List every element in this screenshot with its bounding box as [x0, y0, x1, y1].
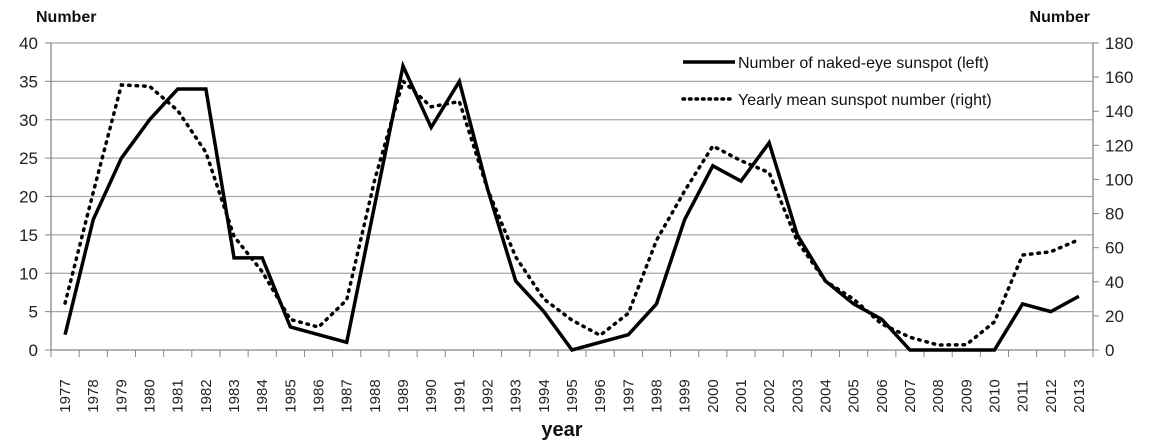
x-axis-title: year	[541, 419, 582, 441]
x-tick-label: 2007	[902, 379, 919, 412]
x-tick-label: 1983	[226, 379, 243, 412]
x-tick-label: 2005	[846, 379, 863, 412]
left-y-tick-label: 5	[29, 303, 38, 322]
x-tick-label: 2013	[1071, 379, 1088, 412]
x-tick-label: 1994	[536, 379, 553, 412]
left-y-tick-label: 0	[29, 341, 38, 360]
left-y-tick-label: 35	[19, 72, 38, 91]
yearly-mean-sunspot-line	[63, 78, 1081, 347]
x-tick-label: 1984	[254, 379, 271, 412]
x-tick-label: 2011	[1015, 380, 1032, 412]
x-tick-label: 1979	[113, 379, 130, 412]
x-tick-label: 2012	[1043, 379, 1060, 412]
left-y-tick-label: 20	[19, 188, 38, 207]
right-y-tick-label: 120	[1105, 136, 1133, 155]
right-y-tick-label: 20	[1105, 307, 1124, 326]
x-tick-label: 2002	[761, 379, 778, 412]
x-tick-label: 2003	[789, 379, 806, 412]
x-tick-label: 1995	[564, 379, 581, 412]
right-y-tick-labels: 0 20 40 60 80 100 120 140 160 180	[1105, 34, 1133, 360]
right-y-tick-label: 80	[1105, 205, 1124, 224]
legend: Number of naked-eye sunspot (left) Yearl…	[681, 55, 992, 109]
legend-label-yearly-mean: Yearly mean sunspot number (right)	[738, 92, 992, 109]
x-tick-label: 1985	[282, 379, 299, 412]
x-tick-label: 1999	[677, 379, 694, 412]
left-y-tick-label: 40	[19, 34, 38, 53]
x-tick-label: 1993	[508, 379, 525, 412]
left-y-tick-label: 30	[19, 111, 38, 130]
x-tick-label: 1998	[648, 379, 665, 412]
left-y-tick-label: 10	[19, 264, 38, 283]
legend-label-naked-eye: Number of naked-eye sunspot (left)	[738, 55, 989, 72]
right-y-tick-label: 140	[1105, 102, 1133, 121]
x-tick-label: 1988	[367, 379, 384, 412]
right-y-tick-label: 40	[1105, 273, 1124, 292]
left-y-tick-labels: 0 5 10 15 20 25 30 35 40	[19, 34, 38, 360]
x-tick-label: 1992	[480, 379, 497, 412]
x-tick-label: 2009	[958, 379, 975, 412]
gridlines	[51, 42, 1093, 313]
x-tick-label: 1986	[311, 379, 328, 412]
x-tick-label: 2010	[986, 379, 1003, 412]
x-tick-label: 2001	[733, 379, 750, 412]
x-tick-label: 1997	[620, 379, 637, 412]
x-tick-label: 1996	[592, 379, 609, 412]
left-y-tick-label: 15	[19, 226, 38, 245]
x-tick-label: 1989	[395, 379, 412, 412]
x-tick-label: 1990	[423, 379, 440, 412]
x-tick-label: 1987	[339, 379, 356, 412]
x-tick-labels: 1977 1978 1979 1980 1981 1982 1983 1984 1985 1986…	[57, 379, 1088, 412]
series-lines	[63, 60, 1081, 353]
x-tick-label: 2000	[705, 379, 722, 412]
x-tick-label: 2004	[817, 379, 834, 412]
x-tick-label: 1982	[198, 379, 215, 412]
right-axis-title: Number	[1030, 9, 1090, 26]
x-tick-label: 1978	[85, 379, 102, 412]
x-tick-label: 2006	[874, 379, 891, 412]
left-axis-title: Number	[36, 9, 96, 26]
left-y-tick-label: 25	[19, 149, 38, 168]
naked-eye-sunspot-line	[63, 60, 1080, 353]
right-y-tick-label: 0	[1105, 341, 1114, 360]
x-tick-label: 2008	[930, 379, 947, 412]
x-tick-label: 1991	[451, 379, 468, 412]
right-y-tick-label: 160	[1105, 68, 1133, 87]
x-tick-label: 1981	[170, 379, 187, 412]
right-y-tick-label: 180	[1105, 34, 1133, 53]
x-tick-label: 1977	[57, 379, 74, 412]
x-tick-label: 1980	[142, 379, 159, 412]
right-y-tick-label: 60	[1105, 239, 1124, 258]
right-y-tick-label: 100	[1105, 170, 1133, 189]
